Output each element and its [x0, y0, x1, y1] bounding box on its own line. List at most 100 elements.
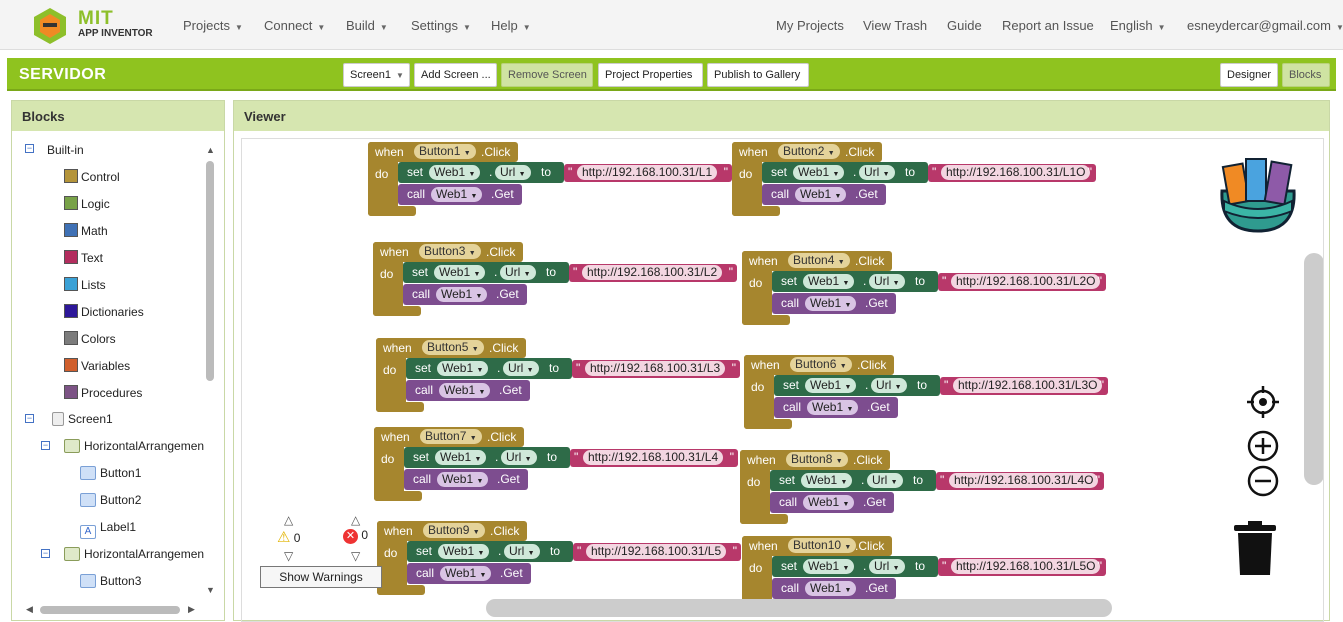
tree-item-logic[interactable]: Logic [64, 196, 110, 211]
tree-item-button3[interactable]: Button3 [80, 574, 141, 588]
menu-build[interactable]: Build ▼ [346, 18, 388, 33]
collapse-arrangement-icon[interactable]: − [41, 548, 50, 558]
property-dropdown[interactable]: Url ▼ [501, 450, 537, 465]
menu-help[interactable]: Help ▼ [491, 18, 531, 33]
url-string[interactable]: http://192.168.100.31/L1 [577, 165, 718, 180]
url-string[interactable]: http://192.168.100.31/L5 [586, 544, 727, 559]
component-dropdown[interactable]: Button4 ▼ [788, 253, 850, 268]
trash-icon[interactable] [1232, 521, 1278, 577]
web-component-dropdown[interactable]: Web1 ▼ [437, 361, 489, 376]
web-component-dropdown[interactable]: Web1 ▼ [795, 187, 847, 202]
component-dropdown[interactable]: Button8 ▼ [786, 452, 848, 467]
web-component-dropdown[interactable]: Web1 ▼ [805, 581, 857, 596]
call-get-block[interactable]: call Web1 ▼ .Get [403, 284, 527, 305]
tree-item-lists[interactable]: Lists [64, 277, 106, 292]
web-component-dropdown[interactable]: Web1 ▼ [431, 187, 483, 202]
collapse-builtin-icon[interactable]: − [25, 143, 34, 153]
text-block[interactable]: " http://192.168.100.31/L4 " [570, 449, 738, 467]
workspace-horizontal-scrollbar[interactable] [486, 599, 1112, 617]
set-url-block[interactable]: set Web1 ▼. Url ▼ to [404, 447, 570, 468]
component-dropdown[interactable]: Button9 ▼ [423, 523, 485, 538]
report-issue-link[interactable]: Report an Issue [1002, 18, 1094, 33]
errors-up-arrow[interactable]: △ [351, 513, 361, 527]
remove-screen-button[interactable]: Remove Screen [501, 63, 593, 87]
menu-settings[interactable]: Settings ▼ [411, 18, 471, 33]
tree-item-builtin[interactable]: Built-in [47, 143, 84, 157]
web-component-dropdown[interactable]: Web1 ▼ [805, 296, 857, 311]
workspace-vertical-scrollbar[interactable] [1304, 253, 1323, 485]
tree-item-button1[interactable]: Button1 [80, 466, 141, 480]
crosshair-icon[interactable] [1246, 385, 1280, 419]
set-url-block[interactable]: set Web1 ▼. Url ▼ to [770, 470, 936, 491]
component-dropdown[interactable]: Button5 ▼ [422, 340, 484, 355]
call-get-block[interactable]: call Web1 ▼ .Get [774, 397, 898, 418]
tree-item-button2[interactable]: Button2 [80, 493, 141, 507]
set-url-block[interactable]: set Web1 ▼. Url ▼ to [762, 162, 928, 183]
web-component-dropdown[interactable]: Web1 ▼ [439, 383, 491, 398]
tree-item-text[interactable]: Text [64, 250, 103, 265]
set-url-block[interactable]: set Web1 ▼. Url ▼ to [407, 541, 573, 562]
property-dropdown[interactable]: Url ▼ [495, 165, 531, 180]
web-component-dropdown[interactable]: Web1 ▼ [440, 566, 492, 581]
web-component-dropdown[interactable]: Web1 ▼ [801, 473, 853, 488]
add-screen-button[interactable]: Add Screen ... [414, 63, 497, 87]
call-get-block[interactable]: call Web1 ▼ .Get [407, 563, 531, 584]
tree-item-variables[interactable]: Variables [64, 358, 130, 373]
errors-down-arrow[interactable]: ▽ [351, 549, 361, 563]
web-component-dropdown[interactable]: Web1 ▼ [435, 450, 487, 465]
show-warnings-button[interactable]: Show Warnings [260, 566, 382, 588]
tree-vertical-scrollbar[interactable] [206, 161, 214, 381]
scroll-down-icon[interactable]: ▼ [206, 585, 215, 595]
text-block[interactable]: " http://192.168.100.31/L3 " [572, 360, 740, 378]
my-projects-link[interactable]: My Projects [776, 18, 844, 33]
property-dropdown[interactable]: Url ▼ [869, 274, 905, 289]
text-block[interactable]: " http://192.168.100.31/L2O " [938, 273, 1106, 291]
set-url-block[interactable]: set Web1 ▼. Url ▼ to [406, 358, 572, 379]
project-properties-button[interactable]: Project Properties [598, 63, 703, 87]
blocks-button[interactable]: Blocks [1282, 63, 1330, 87]
tree-item-procedures[interactable]: Procedures [64, 385, 142, 400]
text-block[interactable]: " http://192.168.100.31/L4O " [936, 472, 1104, 490]
tree-item-colors[interactable]: Colors [64, 331, 116, 346]
backpack-icon[interactable] [1212, 151, 1304, 235]
url-string[interactable]: http://192.168.100.31/L3O [953, 378, 1103, 393]
zoom-out-icon[interactable] [1246, 464, 1280, 498]
collapse-arrangement-icon[interactable]: − [41, 440, 50, 450]
call-get-block[interactable]: call Web1 ▼ .Get [406, 380, 530, 401]
set-url-block[interactable]: set Web1 ▼. Url ▼ to [772, 556, 938, 577]
text-block[interactable]: " http://192.168.100.31/L1O " [928, 164, 1096, 182]
mit-app-inventor-logo[interactable]: MIT APP INVENTOR [26, 6, 156, 44]
screen-select[interactable]: Screen1 ▼ [343, 63, 410, 87]
language-menu[interactable]: English ▼ [1110, 18, 1166, 33]
component-dropdown[interactable]: Button7 ▼ [420, 429, 482, 444]
web-component-dropdown[interactable]: Web1 ▼ [807, 400, 859, 415]
tree-item-dictionaries[interactable]: Dictionaries [64, 304, 144, 319]
web-component-dropdown[interactable]: Web1 ▼ [793, 165, 845, 180]
property-dropdown[interactable]: Url ▼ [859, 165, 895, 180]
property-dropdown[interactable]: Url ▼ [500, 265, 536, 280]
property-dropdown[interactable]: Url ▼ [871, 378, 907, 393]
warnings-up-arrow[interactable]: △ [284, 513, 294, 527]
component-dropdown[interactable]: Button10 ▼ [788, 538, 857, 553]
call-get-block[interactable]: call Web1 ▼ .Get [762, 184, 886, 205]
web-component-dropdown[interactable]: Web1 ▼ [803, 495, 855, 510]
set-url-block[interactable]: set Web1 ▼. Url ▼ to [403, 262, 569, 283]
collapse-screen-icon[interactable]: − [25, 413, 34, 423]
component-dropdown[interactable]: Button6 ▼ [790, 357, 852, 372]
zoom-in-icon[interactable] [1246, 429, 1280, 463]
component-dropdown[interactable]: Button3 ▼ [419, 244, 481, 259]
call-get-block[interactable]: call Web1 ▼ .Get [772, 293, 896, 314]
menu-projects[interactable]: Projects ▼ [183, 18, 243, 33]
set-url-block[interactable]: set Web1 ▼. Url ▼ to [398, 162, 564, 183]
menu-connect[interactable]: Connect ▼ [264, 18, 325, 33]
property-dropdown[interactable]: Url ▼ [503, 361, 539, 376]
url-string[interactable]: http://192.168.100.31/L2O [951, 274, 1101, 289]
web-component-dropdown[interactable]: Web1 ▼ [437, 472, 489, 487]
scroll-right-icon[interactable]: ▶ [188, 604, 195, 614]
designer-button[interactable]: Designer [1220, 63, 1278, 87]
web-component-dropdown[interactable]: Web1 ▼ [805, 378, 857, 393]
call-get-block[interactable]: call Web1 ▼ .Get [770, 492, 894, 513]
url-string[interactable]: http://192.168.100.31/L4O [949, 473, 1099, 488]
url-string[interactable]: http://192.168.100.31/L1O [941, 165, 1091, 180]
call-get-block[interactable]: call Web1 ▼ .Get [398, 184, 522, 205]
